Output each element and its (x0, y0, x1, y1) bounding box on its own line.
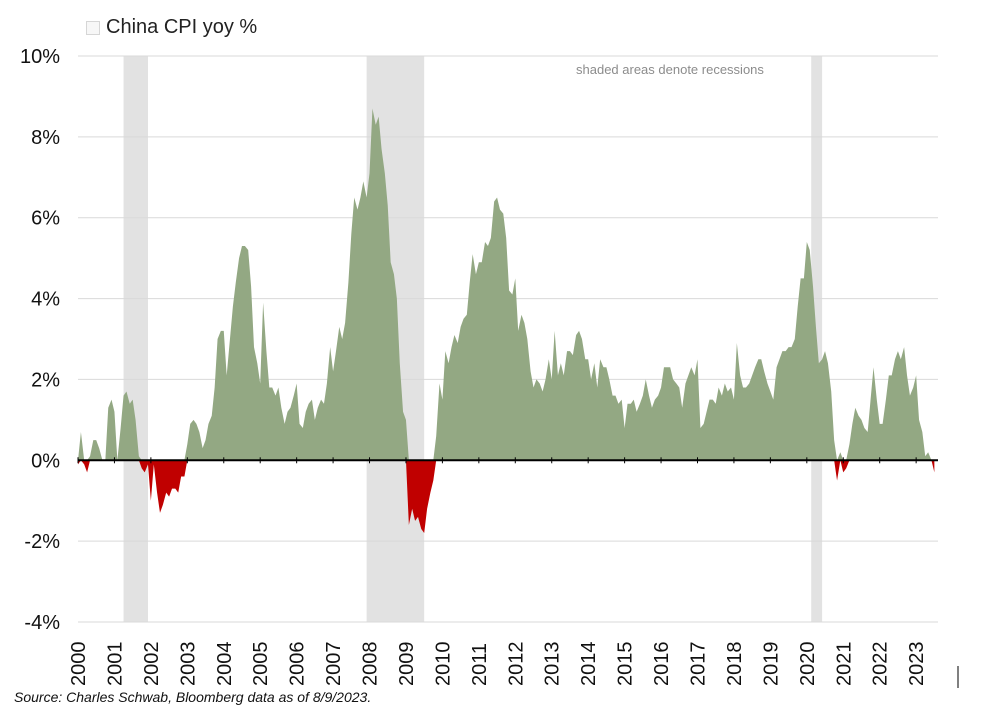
y-tick-label: 10% (20, 46, 60, 68)
x-tick-label: 2016 (651, 642, 673, 687)
y-tick-label: -4% (24, 612, 60, 634)
x-tick-label: 2009 (396, 642, 418, 687)
x-tick-label: 2004 (214, 642, 236, 687)
x-tick-label: 2003 (177, 642, 199, 687)
x-axis-ticks: 2000 2001 2002 2003 2004 2005 2006 2007 2008 2009… (68, 457, 928, 686)
legend-swatch (86, 20, 100, 35)
x-tick-label: 2013 (542, 642, 564, 687)
x-tick-label: 2000 (68, 642, 90, 687)
x-tick-label: 2018 (724, 642, 746, 687)
recession-annotation: shaded areas denote recessions (576, 62, 764, 77)
negative-area (78, 460, 935, 534)
x-tick-label: 2006 (287, 642, 309, 687)
x-tick-label: 2012 (505, 642, 527, 687)
y-tick-label: 6% (31, 208, 60, 230)
y-tick-label: 4% (31, 289, 60, 311)
x-tick-label: 2022 (870, 642, 892, 687)
x-tick-label: 2010 (432, 642, 454, 687)
x-tick-label: 2007 (323, 642, 345, 687)
source-note: Source: Charles Schwab, Bloomberg data a… (14, 689, 372, 705)
x-tick-label: 2005 (250, 642, 272, 687)
y-axis-ticks: -4% -2% 0% 2% 4% 6% 8% 10% (20, 46, 60, 634)
y-tick-label: 2% (31, 369, 60, 391)
x-tick-label: 2002 (141, 642, 163, 687)
x-tick-label: 2011 (469, 643, 491, 686)
legend-label: China CPI yoy % (106, 16, 258, 38)
recession-band-1 (123, 56, 148, 622)
x-tick-label: 2001 (104, 642, 126, 687)
positive-area (78, 108, 935, 461)
y-tick-label: -2% (24, 531, 60, 553)
x-tick-label: 2014 (578, 642, 600, 687)
x-tick-label: 2020 (797, 642, 819, 687)
legend: China CPI yoy % (86, 16, 257, 39)
x-tick-label: 2017 (687, 642, 709, 687)
x-tick-label: 2015 (615, 642, 637, 687)
x-tick-label: 2021 (833, 642, 855, 687)
y-tick-label: 0% (31, 450, 60, 472)
x-tick-label: 2019 (760, 642, 782, 687)
y-tick-label: 8% (31, 127, 60, 149)
x-tick-label: 2008 (360, 642, 382, 687)
x-tick-label: 2023 (906, 642, 928, 687)
cpi-area (78, 108, 935, 534)
